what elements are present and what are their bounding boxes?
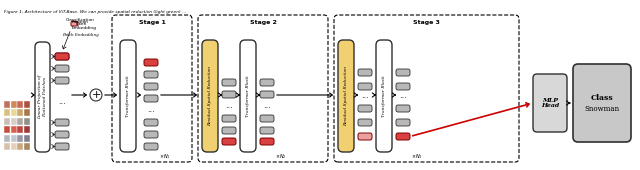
FancyBboxPatch shape	[376, 40, 392, 152]
FancyBboxPatch shape	[222, 138, 236, 145]
FancyBboxPatch shape	[573, 64, 631, 142]
FancyBboxPatch shape	[260, 79, 274, 86]
Bar	[10, 126, 17, 133]
Text: ...: ...	[147, 105, 155, 114]
Text: $\times N_1$: $\times N_1$	[159, 152, 171, 161]
Bar	[24, 109, 29, 116]
Text: Patch Embedding: Patch Embedding	[61, 33, 99, 37]
Bar	[24, 117, 29, 124]
FancyBboxPatch shape	[144, 119, 158, 126]
FancyBboxPatch shape	[396, 119, 410, 126]
FancyBboxPatch shape	[202, 40, 218, 152]
FancyBboxPatch shape	[120, 40, 136, 152]
Text: ...: ...	[225, 101, 233, 110]
Bar	[17, 117, 23, 124]
Text: ...: ...	[58, 98, 66, 106]
FancyBboxPatch shape	[260, 138, 274, 145]
FancyBboxPatch shape	[240, 40, 256, 152]
Text: Residual Spatial Reduction: Residual Spatial Reduction	[344, 66, 348, 126]
Bar	[24, 126, 29, 133]
FancyBboxPatch shape	[396, 69, 410, 76]
FancyBboxPatch shape	[55, 65, 69, 72]
Bar	[17, 143, 23, 150]
Text: Linear Projection of
Flattened Patches: Linear Projection of Flattened Patches	[38, 75, 47, 119]
Text: Stage 1: Stage 1	[139, 20, 165, 25]
FancyBboxPatch shape	[144, 95, 158, 102]
Text: Stage 2: Stage 2	[250, 20, 276, 25]
Text: Stage 3: Stage 3	[413, 20, 440, 25]
FancyBboxPatch shape	[358, 119, 372, 126]
Bar	[4, 143, 10, 150]
Bar	[10, 143, 17, 150]
FancyBboxPatch shape	[55, 143, 69, 150]
Bar	[17, 134, 23, 141]
Text: +: +	[92, 90, 100, 100]
Bar	[24, 134, 29, 141]
FancyBboxPatch shape	[260, 127, 274, 134]
Text: ...: ...	[361, 91, 369, 100]
FancyBboxPatch shape	[222, 91, 236, 98]
FancyBboxPatch shape	[533, 74, 567, 132]
Bar	[10, 134, 17, 141]
FancyBboxPatch shape	[260, 91, 274, 98]
Bar	[24, 143, 29, 150]
Bar	[17, 126, 23, 133]
FancyBboxPatch shape	[55, 119, 69, 126]
Text: Transformer Block: Transformer Block	[382, 75, 386, 117]
FancyBboxPatch shape	[222, 79, 236, 86]
Text: Snowman: Snowman	[584, 105, 620, 113]
FancyBboxPatch shape	[396, 133, 410, 140]
FancyBboxPatch shape	[396, 83, 410, 90]
Text: Embedding: Embedding	[72, 26, 97, 30]
Bar	[10, 117, 17, 124]
FancyBboxPatch shape	[35, 42, 50, 152]
Text: $\times N_3$: $\times N_3$	[411, 152, 422, 161]
FancyBboxPatch shape	[222, 115, 236, 122]
FancyBboxPatch shape	[144, 143, 158, 150]
FancyBboxPatch shape	[55, 131, 69, 138]
Text: Class: Class	[591, 94, 613, 102]
Text: Position: Position	[72, 20, 89, 24]
Bar	[10, 109, 17, 116]
Bar	[4, 117, 10, 124]
FancyBboxPatch shape	[358, 69, 372, 76]
FancyBboxPatch shape	[144, 59, 158, 66]
FancyBboxPatch shape	[222, 127, 236, 134]
FancyBboxPatch shape	[144, 131, 158, 138]
Text: $\times N_2$: $\times N_2$	[275, 152, 287, 161]
Text: Transformer Block: Transformer Block	[126, 75, 130, 117]
Bar	[24, 100, 29, 107]
Circle shape	[90, 89, 102, 101]
Bar	[4, 126, 10, 133]
FancyBboxPatch shape	[55, 77, 69, 84]
FancyBboxPatch shape	[144, 71, 158, 78]
FancyBboxPatch shape	[358, 105, 372, 112]
Bar	[17, 109, 23, 116]
Text: ...: ...	[399, 91, 407, 100]
FancyBboxPatch shape	[144, 83, 158, 90]
Text: Figure 1: Architecture of ViT-Base. We can provide spatial reduction (light gree: Figure 1: Architecture of ViT-Base. We c…	[4, 10, 186, 14]
FancyBboxPatch shape	[358, 83, 372, 90]
Text: MLP
Head: MLP Head	[541, 98, 559, 108]
Text: Transformer Block: Transformer Block	[246, 75, 250, 117]
FancyBboxPatch shape	[260, 115, 274, 122]
Bar	[4, 109, 10, 116]
Text: ...: ...	[263, 101, 271, 110]
FancyBboxPatch shape	[358, 133, 372, 140]
FancyBboxPatch shape	[396, 105, 410, 112]
FancyBboxPatch shape	[55, 53, 69, 60]
Bar	[10, 100, 17, 107]
Text: Residual Spatial Reduction: Residual Spatial Reduction	[208, 66, 212, 126]
Bar	[17, 100, 23, 107]
FancyBboxPatch shape	[71, 21, 78, 26]
FancyBboxPatch shape	[338, 40, 354, 152]
Bar	[4, 134, 10, 141]
FancyBboxPatch shape	[55, 53, 69, 60]
Text: Classification
Token: Classification Token	[65, 18, 95, 26]
Bar	[4, 100, 10, 107]
